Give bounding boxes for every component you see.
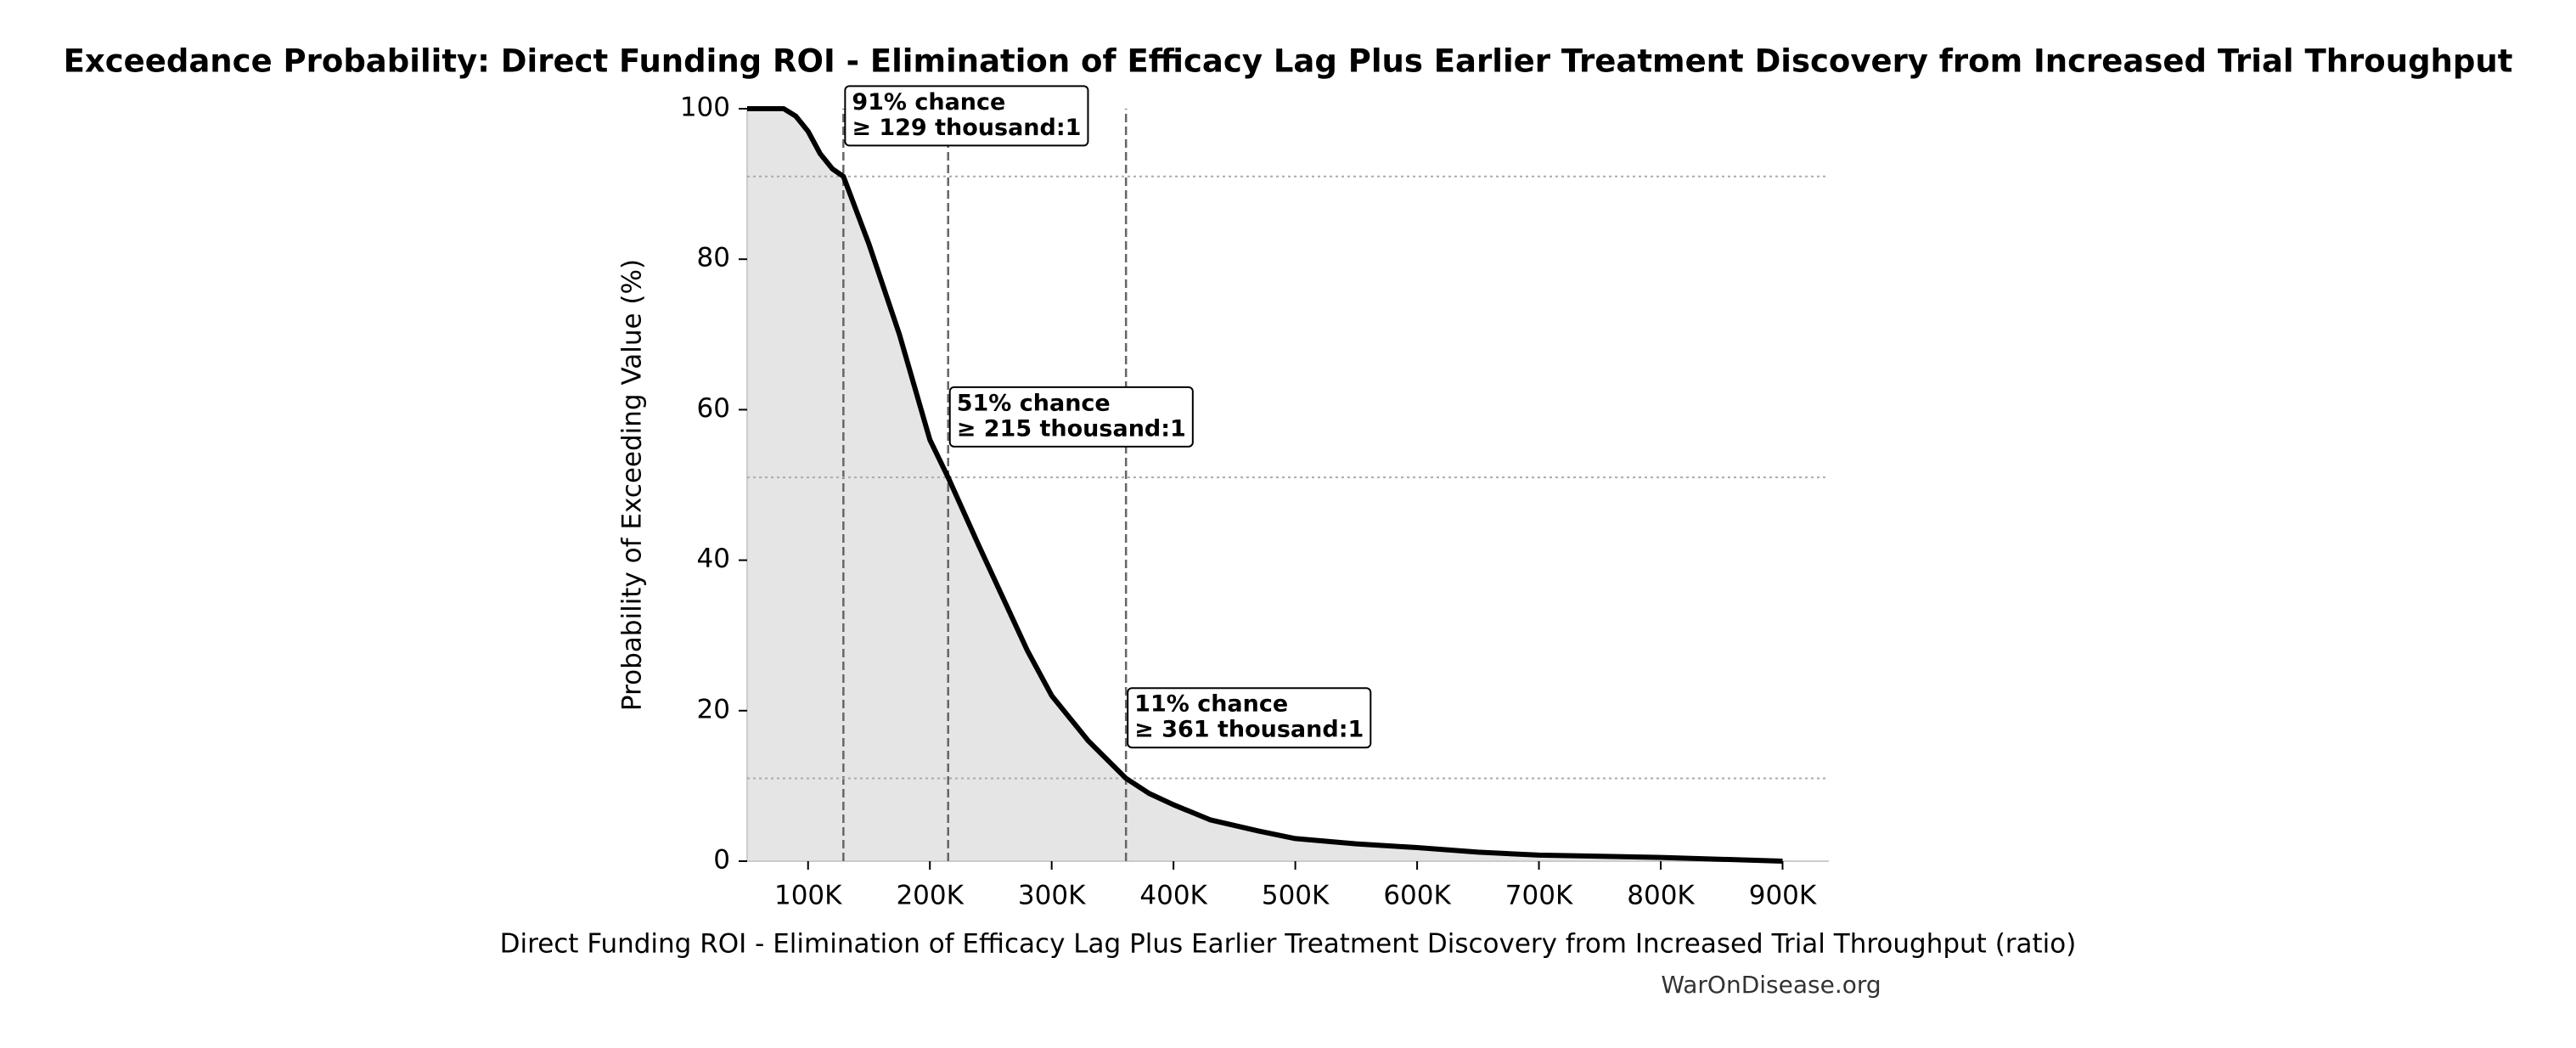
x-tick-label: 200K: [896, 881, 964, 911]
annotation: 11% chance≥ 361 thousand:1: [1127, 687, 1372, 749]
y-tick-label: 100: [680, 93, 730, 123]
annotation-box: [948, 386, 1194, 448]
watermark: WarOnDisease.org: [1661, 971, 1881, 999]
annotation: 51% chance≥ 215 thousand:1: [948, 386, 1194, 448]
x-tick-label: 800K: [1627, 881, 1695, 911]
x-tick-label: 700K: [1505, 881, 1573, 911]
chart-title: Exceedance Probability: Direct Funding R…: [64, 43, 2513, 80]
x-tick-label: 500K: [1262, 881, 1330, 911]
y-tick-label: 60: [697, 393, 730, 424]
y-tick-label: 40: [697, 544, 730, 574]
annotation-text: ≥ 361 thousand:1: [1134, 717, 1364, 743]
x-axis-label: Direct Funding ROI - Elimination of Effi…: [500, 929, 2077, 960]
y-tick-label: 80: [697, 243, 730, 273]
x-tick-label: 400K: [1139, 881, 1207, 911]
annotation-text: 11% chance: [1134, 691, 1288, 718]
x-tick-label: 900K: [1749, 881, 1817, 911]
annotation: 91% chance≥ 129 thousand:1: [844, 85, 1089, 147]
annotation-text: ≥ 129 thousand:1: [852, 115, 1081, 141]
annotation-text: 91% chance: [852, 89, 1005, 116]
y-tick-label: 0: [713, 845, 730, 876]
y-tick-label: 20: [697, 694, 730, 724]
y-axis-label: Probability of Exceeding Value (%): [617, 259, 648, 711]
exceedance-curve: [747, 106, 1783, 864]
area-fill: [747, 109, 1783, 861]
annotation-box: [844, 85, 1089, 147]
x-tick-label: 600K: [1383, 881, 1451, 911]
annotation-text: ≥ 215 thousand:1: [957, 415, 1186, 442]
annotation-text: 51% chance: [957, 390, 1111, 416]
x-tick-label: 100K: [774, 881, 842, 911]
annotation-box: [1127, 687, 1372, 749]
x-tick-label: 300K: [1018, 881, 1086, 911]
